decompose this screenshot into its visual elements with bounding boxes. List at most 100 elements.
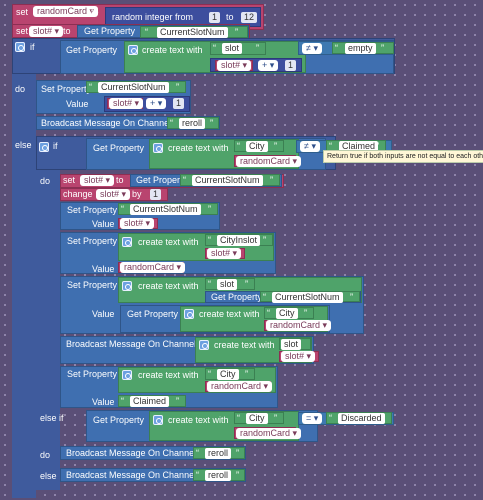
open-quote: “ [237,413,240,423]
neq-operator-dropdown[interactable]: ≠ [302,43,322,54]
open-quote: “ [263,292,266,302]
slot-var-dropdown[interactable]: slot# [120,218,155,229]
do-label: do [15,84,26,94]
city-text-field[interactable]: City [246,413,268,424]
eq-operator-dropdown[interactable]: = [302,413,323,424]
value-label: Value [92,219,115,229]
currentslotnum-field[interactable]: CurrentSlotNum [130,204,201,215]
to-label: to [63,26,71,36]
open-quote: “ [121,204,124,214]
gear-icon[interactable] [122,237,132,247]
close-quote: ” [236,470,239,480]
slot-text-field[interactable]: slot [222,43,243,54]
add-value[interactable]: 1 [285,60,297,71]
text-literal-block[interactable]: “ CurrentSlotNum ” [140,26,248,38]
open-quote: “ [208,369,211,379]
city-text-field[interactable]: City [276,308,298,319]
close-quote: ” [245,369,248,379]
if-block-arm [12,74,36,498]
create-text-label: create text with [199,309,260,319]
slot-var-dropdown[interactable]: slot# [217,60,252,71]
slot-text-field[interactable]: slot [281,339,302,350]
change-by-value[interactable]: 1 [150,189,162,200]
randomcard-var-dropdown[interactable]: randomCard [236,156,302,167]
gear-icon[interactable] [153,415,163,425]
slot-var-dropdown[interactable]: slot# [96,189,131,200]
random-min-value[interactable]: 1 [209,12,221,23]
slot-var-dropdown[interactable]: slot# [207,248,242,259]
discarded-text-field[interactable]: Discarded [338,413,385,424]
randomcard-var-dropdown[interactable]: randomCard [266,320,332,331]
plus-operator-dropdown[interactable]: + [258,60,279,71]
randomcard-var-dropdown[interactable]: randomCard [236,428,302,439]
gear-icon[interactable] [122,281,132,291]
add-value[interactable]: 1 [173,98,185,109]
open-quote: “ [208,235,211,245]
close-quote: ” [210,118,213,128]
gear-icon[interactable] [199,340,209,350]
get-property-label: Get Property [84,26,136,36]
currentslotnum-field[interactable]: CurrentSlotNum [98,82,169,93]
get-property-label: Get Property [211,292,263,302]
randomcard-var-dropdown[interactable]: randomCard [120,262,186,273]
get-property-block[interactable]: Get Property “ CurrentSlotNum ” [77,25,249,38]
open-quote: “ [196,448,199,458]
reroll-text-field[interactable]: reroll [205,470,232,481]
close-quote: ” [263,235,266,245]
currentslotnum-field[interactable]: CurrentSlotNum [272,292,343,303]
value-label: Value [92,309,115,319]
random-integer-block[interactable]: random integer from 1 to 12 [105,7,261,27]
set-slot-block[interactable]: set slot# to Get Property “ CurrentSlotN… [12,24,250,38]
slot-var-dropdown[interactable]: slot# [29,26,64,37]
slot-var-dropdown[interactable]: slot# [80,175,115,186]
random-to-label: to [226,12,234,22]
city-text-field[interactable]: City [246,141,268,152]
plus-operator-dropdown[interactable]: + [146,98,167,109]
gear-icon[interactable] [153,143,163,153]
set-label: set [16,7,29,17]
get-property-label: Get Property [127,309,179,319]
set-property-label: Set Property [67,280,118,290]
open-quote: “ [121,396,124,406]
open-quote: “ [89,82,92,92]
close-quote: ” [176,396,179,406]
if-label: if [53,141,58,151]
randomcard-var-dropdown[interactable]: randomCard [207,381,273,392]
neq-tooltip: Return true if both inputs are not equal… [323,150,483,163]
neq-operator-dropdown[interactable]: ≠ [300,141,320,152]
claimed-text-field[interactable]: Claimed [339,141,379,152]
close-quote: ” [382,413,385,423]
gear-icon[interactable] [184,309,194,319]
close-quote: ” [176,82,179,92]
get-property-label: Get Property [93,415,145,425]
close-quote: ” [208,204,211,214]
slot-var-dropdown[interactable]: slot# [281,351,316,362]
random-max-value[interactable]: 12 [241,12,258,23]
create-text-label: create text with [168,143,229,153]
open-quote: “ [145,27,148,37]
gear-icon[interactable] [39,142,49,152]
close-quote: ” [245,279,248,289]
value-label: Value [92,397,115,407]
city-text-field[interactable]: City [217,369,239,380]
slot-var-dropdown[interactable]: slot# [109,98,144,109]
empty-text-field[interactable]: empty [345,43,376,54]
gear-icon[interactable] [15,42,25,52]
currentslotnum-field[interactable]: CurrentSlotNum [192,175,263,186]
create-text-label: create text with [138,370,199,380]
gear-icon[interactable] [128,45,138,55]
currentslotnum-field[interactable]: CurrentSlotNum [157,27,228,38]
claimed-text-field[interactable]: Claimed [130,396,170,407]
gear-icon[interactable] [122,370,132,380]
create-text-label: create text with [138,237,199,247]
slot-text-field[interactable]: slot [217,279,238,290]
cityinslot-text-field[interactable]: CityInslot [217,235,261,246]
get-property-label: Get Property [93,143,145,153]
reroll-text-field[interactable]: reroll [205,448,232,459]
randomcard-var-dropdown[interactable]: randomCard [33,6,99,17]
reroll-text-field[interactable]: reroll [179,118,206,129]
change-label: change [63,189,93,199]
create-text-label: create text with [138,281,199,291]
close-quote: ” [235,27,238,37]
close-quote: ” [350,292,353,302]
